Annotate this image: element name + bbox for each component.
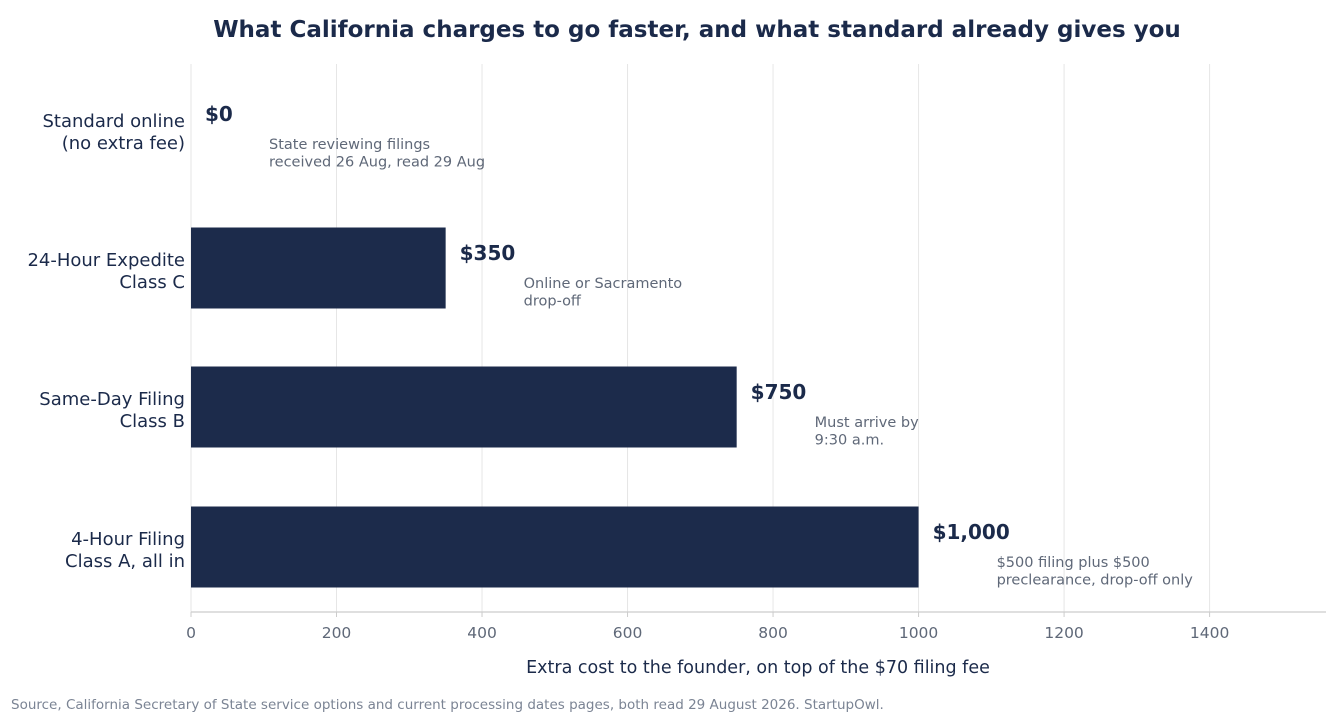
x-tick-label: 1200 (1044, 624, 1083, 642)
value-label: $750 (751, 380, 807, 404)
x-tick-label: 600 (613, 624, 643, 642)
bar-2 (191, 366, 737, 448)
source-note: Source, California Secretary of State se… (11, 697, 884, 713)
bar-annotation: State reviewing filings received 26 Aug, … (269, 137, 485, 171)
value-label: $350 (460, 241, 516, 265)
x-tick-label: 400 (467, 624, 497, 642)
bars (191, 227, 919, 588)
bar-annotation: $500 filing plus $500 preclearance, drop-… (997, 555, 1194, 589)
chart-title: What California charges to go faster, an… (213, 17, 1181, 43)
x-tick-label: 200 (322, 624, 352, 642)
x-tick-label: 1400 (1190, 624, 1229, 642)
x-tick-label: 0 (186, 624, 196, 642)
bar-1 (191, 227, 446, 309)
category-label: Standard online (no extra fee) (42, 111, 185, 154)
bar-annotation: Must arrive by 9:30 a.m. (815, 415, 919, 449)
bar-labels: Standard online (no extra fee) $0 State rev… (27, 102, 1193, 589)
x-axis: 0 200 400 600 800 1000 1200 1400 (186, 611, 1326, 642)
x-tick-label: 800 (758, 624, 788, 642)
gridlines (190, 64, 1211, 612)
value-label: $1,000 (933, 520, 1010, 544)
bar-3 (191, 506, 919, 588)
category-label: 24-Hour Expedite Class C (27, 250, 185, 293)
category-label: Same-Day Filing Class B (39, 389, 185, 432)
category-label: 4-Hour Filing Class A, all in (65, 529, 185, 572)
x-tick-label: 1000 (899, 624, 938, 642)
bar-annotation: Online or Sacramento drop-off (524, 276, 683, 310)
value-label: $0 (205, 102, 233, 126)
x-axis-title: Extra cost to the founder, on top of the… (526, 658, 990, 678)
